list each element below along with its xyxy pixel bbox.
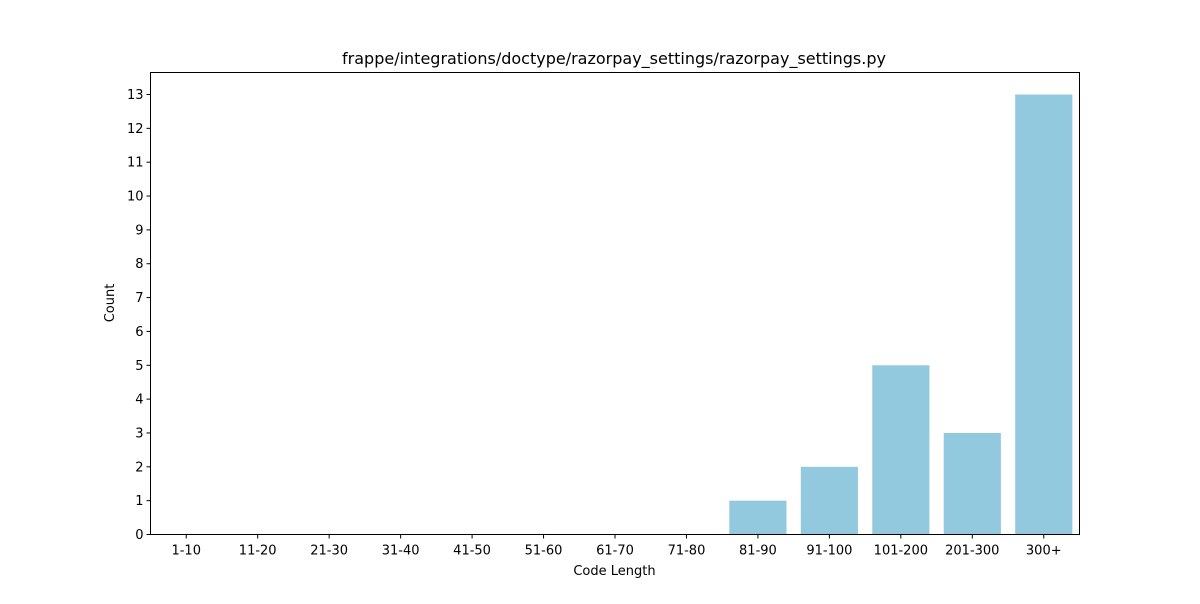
- x-tick-label: 101-200: [874, 544, 928, 559]
- bars-layer: [729, 94, 1073, 535]
- chart-title: frappe/integrations/doctype/razorpay_set…: [342, 49, 886, 69]
- x-axis: 1-10 11-20 21-30 31-40 41-50 51-60 61-70 71-80 8…: [171, 534, 1062, 559]
- x-tick-label: 61-70: [596, 544, 634, 559]
- x-tick-label: 81-90: [739, 544, 777, 559]
- y-tick-label: 3: [135, 426, 143, 441]
- y-tick-label: 9: [135, 223, 143, 238]
- y-tick-label: 0: [135, 528, 143, 543]
- y-tick-label: 2: [135, 460, 143, 475]
- x-tick-label: 201-300: [945, 544, 999, 559]
- x-axis-label: Code Length: [573, 564, 655, 579]
- x-tick-label: 300+: [1026, 544, 1062, 559]
- x-tick-label: 51-60: [525, 544, 563, 559]
- y-tick-label: 5: [135, 359, 143, 374]
- x-tick-label: 71-80: [668, 544, 706, 559]
- bar-300+: [1015, 94, 1073, 535]
- y-tick-label: 13: [127, 88, 144, 103]
- bar-91-100: [800, 466, 858, 535]
- x-tick-label: 31-40: [382, 544, 420, 559]
- bar-201-300: [943, 432, 1001, 535]
- y-tick-label: 4: [135, 393, 143, 408]
- y-axis-label: Count: [103, 284, 118, 323]
- bar-101-200: [872, 365, 930, 535]
- x-tick-label: 41-50: [453, 544, 491, 559]
- y-tick-label: 1: [135, 494, 143, 509]
- y-tick-label: 7: [135, 291, 143, 306]
- y-tick-label: 10: [127, 190, 144, 205]
- y-tick-label: 11: [127, 156, 144, 171]
- x-tick-label: 21-30: [310, 544, 348, 559]
- x-tick-label: 1-10: [171, 544, 201, 559]
- x-tick-label: 11-20: [239, 544, 277, 559]
- y-tick-label: 6: [135, 325, 143, 340]
- plot-frame: [150, 72, 1080, 535]
- x-tick-label: 91-100: [806, 544, 852, 559]
- y-tick-label: 8: [135, 257, 143, 272]
- y-tick-label: 12: [127, 122, 144, 137]
- bar-81-90: [729, 500, 787, 535]
